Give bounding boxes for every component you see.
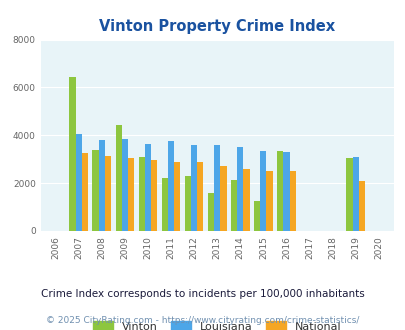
Bar	[277, 151, 283, 231]
Bar	[122, 139, 128, 231]
Bar	[128, 158, 134, 231]
Bar	[92, 150, 98, 231]
Bar	[75, 134, 82, 231]
Bar	[138, 157, 145, 231]
Bar	[69, 77, 75, 231]
Bar	[168, 141, 174, 231]
Bar	[81, 153, 88, 231]
Bar	[151, 160, 157, 231]
Bar	[145, 144, 151, 231]
Bar	[352, 157, 358, 231]
Bar	[104, 156, 111, 231]
Bar	[289, 171, 295, 231]
Bar	[98, 140, 104, 231]
Bar	[161, 178, 168, 231]
Bar	[283, 152, 289, 231]
Bar	[115, 124, 122, 231]
Legend: Vinton, Louisiana, National: Vinton, Louisiana, National	[88, 317, 345, 330]
Text: Crime Index corresponds to incidents per 100,000 inhabitants: Crime Index corresponds to incidents per…	[41, 289, 364, 299]
Bar	[358, 181, 364, 231]
Bar	[207, 193, 213, 231]
Bar	[190, 145, 197, 231]
Bar	[260, 151, 266, 231]
Text: © 2025 CityRating.com - https://www.cityrating.com/crime-statistics/: © 2025 CityRating.com - https://www.city…	[46, 315, 359, 325]
Bar	[266, 171, 272, 231]
Bar	[220, 166, 226, 231]
Title: Vinton Property Crime Index: Vinton Property Crime Index	[99, 19, 335, 34]
Bar	[174, 162, 180, 231]
Bar	[254, 201, 260, 231]
Bar	[213, 145, 220, 231]
Bar	[197, 162, 203, 231]
Bar	[237, 147, 243, 231]
Bar	[230, 180, 237, 231]
Bar	[243, 169, 249, 231]
Bar	[184, 176, 190, 231]
Bar	[345, 158, 352, 231]
